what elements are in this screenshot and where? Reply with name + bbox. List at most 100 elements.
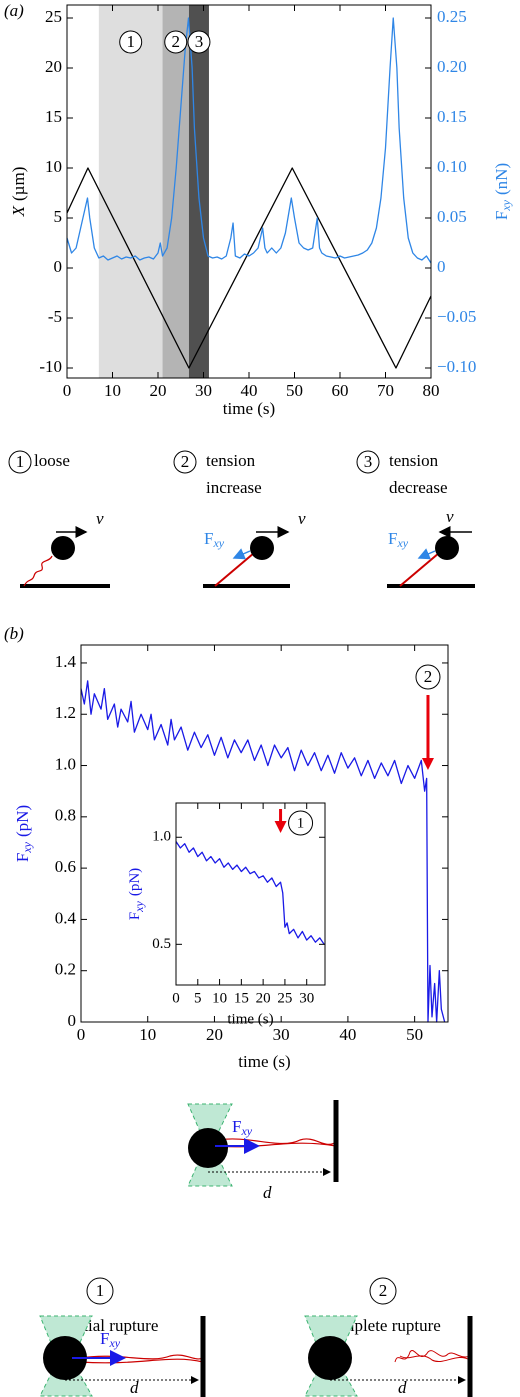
annotation-badge (415, 664, 441, 690)
y-tick-label: 0.8 (55, 806, 76, 825)
x-tick-label: 40 (241, 381, 258, 400)
plot-frame (80, 644, 449, 1023)
y-tick-label: 0.4 (55, 908, 77, 927)
panel-label: (a) (4, 1, 24, 20)
region-badge (187, 30, 211, 54)
step-number: 2 (379, 1281, 388, 1300)
annotation-arrowhead (421, 758, 434, 770)
plot-frame (175, 802, 326, 986)
step-text: tension (206, 451, 256, 470)
x-tick-label: 20 (256, 990, 271, 1006)
x-tick-label: 0 (63, 381, 72, 400)
distance-label: d (263, 1183, 272, 1202)
axis-label-unit: (nN) (492, 163, 511, 195)
axis-label-unit: (pN) (13, 805, 32, 837)
y-tick-label: 0.2 (55, 960, 76, 979)
x-tick-label: 10 (104, 381, 121, 400)
x-axis-label: time (s) (227, 1011, 273, 1027)
region-badge (164, 30, 188, 54)
y2-tick-label: 0.20 (437, 57, 467, 76)
plot: 1 2 30 10 20 30 40 50 60 70 80-10-50510152025−0.10… (39, 4, 476, 418)
x-axis-label: time (s) (238, 1052, 290, 1071)
axis-label-symbol: F (127, 912, 143, 920)
axis-label-subscript: xy (20, 841, 34, 853)
step-text: increase (206, 478, 262, 497)
axis-label-unit: (µm) (9, 167, 28, 201)
y-tick-label: 10 (45, 157, 62, 176)
x-axis-label: time (s) (223, 399, 275, 418)
force-symbol: F (232, 1117, 241, 1136)
region-label: 3 (195, 32, 204, 51)
axis-label-subscript: xy (132, 900, 146, 912)
data-line (66, 17, 432, 264)
axis-label-symbol: F (13, 853, 32, 862)
y2-tick-label: 0 (437, 257, 446, 276)
step-number: 3 (364, 452, 373, 471)
x-tick-label: 30 (195, 381, 212, 400)
region-label: 1 (126, 32, 135, 51)
data-line (175, 841, 325, 945)
distance-label: d (398, 1378, 407, 1397)
x-tick-label: 5 (194, 990, 202, 1006)
force-symbol: F (388, 529, 397, 548)
force-label: Fxy (100, 1329, 121, 1350)
x-tick-label: 50 (406, 1025, 423, 1044)
axis-label: Fxy (nN) (492, 163, 513, 220)
x-tick-label: 50 (286, 381, 303, 400)
distance-label: d (130, 1378, 139, 1397)
force-subscript: xy (396, 536, 408, 550)
axis-label-symbol: F (492, 211, 511, 220)
y2-tick-label: 0.25 (437, 7, 467, 26)
schematic-a: 1 loose 2 tension increase 3 tension dec… (8, 450, 475, 588)
x-tick-label: 80 (423, 381, 440, 400)
x-tick-label: 15 (234, 990, 249, 1006)
step-number: 1 (96, 1281, 105, 1300)
region-badge (119, 30, 143, 54)
x-tick-label: 0 (77, 1025, 86, 1044)
y2-tick-label: 0.15 (437, 107, 467, 126)
x-tick-label: 30 (299, 990, 314, 1006)
step-number: 1 (16, 452, 25, 471)
force-subscript: xy (212, 536, 224, 550)
axis-label: X (µm) (9, 167, 28, 218)
y-tick-label: -5 (48, 307, 62, 326)
annotation-label: 2 (424, 667, 433, 686)
y-tick-label: 5 (54, 207, 63, 226)
force-symbol: F (100, 1329, 109, 1348)
schematic-b: Fxy d 1 partial rupture Fxy d 2 complete… (39, 1100, 473, 1397)
force-subscript: xy (240, 1124, 252, 1138)
x-tick-label: 20 (206, 1025, 223, 1044)
y2-tick-label: 0.05 (437, 207, 467, 226)
force-symbol: F (204, 529, 213, 548)
axis-label: Fxy (pN) (13, 805, 34, 862)
velocity: v (446, 507, 454, 526)
shaded-region (98, 5, 163, 378)
x-tick-label: 10 (139, 1025, 156, 1044)
step-text: tension (389, 451, 439, 470)
y-tick-label: -10 (39, 357, 62, 376)
axis-label-unit: (pN) (127, 868, 143, 896)
axis-label: Fxy (pN) (127, 868, 145, 920)
y-tick-label: 1.4 (55, 652, 77, 671)
x-tick-label: 10 (212, 990, 227, 1006)
force-label: Fxy (232, 1117, 253, 1138)
y-tick-label: 0 (54, 257, 63, 276)
data-line (66, 167, 432, 369)
y-tick-label: 1.0 (152, 829, 171, 845)
data-line (80, 680, 446, 1023)
force-label: Fxy (204, 529, 225, 550)
step-text: decrease (389, 478, 448, 497)
y-tick-label: 1.2 (55, 703, 76, 722)
step-text: loose (34, 451, 70, 470)
y-tick-label: 25 (45, 7, 62, 26)
velocity: v (96, 509, 104, 528)
annotation-arrowhead (274, 821, 287, 833)
y2-tick-label: −0.10 (437, 357, 476, 376)
y2-tick-label: −0.05 (437, 307, 476, 326)
annotation-label: 1 (297, 815, 305, 831)
x-tick-label: 60 (332, 381, 349, 400)
annotation-badge (288, 810, 314, 836)
velocity: v (298, 509, 306, 528)
